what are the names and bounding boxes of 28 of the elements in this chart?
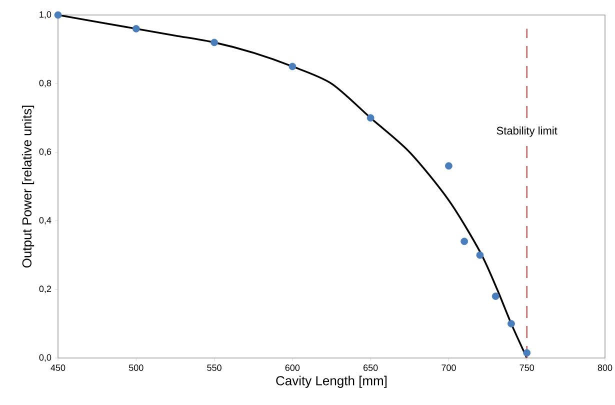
point xyxy=(54,11,62,19)
point xyxy=(288,62,296,70)
y-axis-title: Output Power [relative units] xyxy=(22,106,34,268)
x-tick-label: 550 xyxy=(207,364,222,371)
point xyxy=(210,38,218,46)
x-tick-label: 650 xyxy=(364,364,378,371)
ref-line-label: Stability limit xyxy=(496,126,558,137)
y-tick-label: 0,2 xyxy=(39,286,52,294)
point xyxy=(476,251,484,259)
x-tick-label: 600 xyxy=(285,364,300,371)
point xyxy=(445,162,452,170)
y-tick-label: 1,0 xyxy=(40,11,52,19)
point xyxy=(460,238,468,246)
x-tick-label: 700 xyxy=(442,364,456,371)
y-tick-label: 0,4 xyxy=(39,217,52,225)
y-tick-label: 0,8 xyxy=(39,80,52,88)
y-tick-label: 0,6 xyxy=(39,148,52,156)
y-tick-label: 0,0 xyxy=(39,354,52,362)
point xyxy=(523,349,531,357)
x-tick-label: 450 xyxy=(50,364,66,371)
point xyxy=(508,320,515,328)
x-tick-label: 800 xyxy=(598,364,612,371)
point xyxy=(492,292,500,300)
x-tick-label: 500 xyxy=(129,364,144,371)
x-axis-title: Cavity Length [mm] xyxy=(276,376,387,388)
x-tick-label: 750 xyxy=(520,364,534,371)
point xyxy=(366,114,374,122)
point xyxy=(132,25,140,32)
